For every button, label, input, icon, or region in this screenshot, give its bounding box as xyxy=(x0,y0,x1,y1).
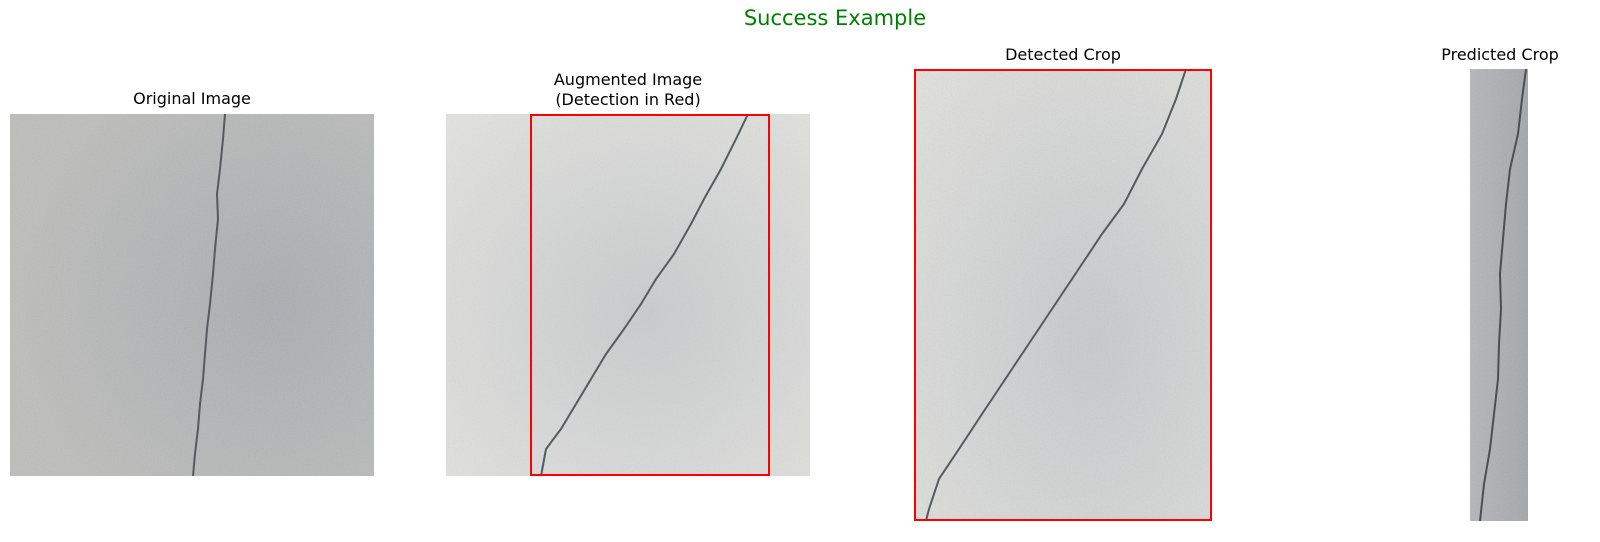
augmented-image xyxy=(446,114,810,476)
detection-box xyxy=(530,114,770,476)
panel-title-augmented: Augmented Image (Detection in Red) xyxy=(553,70,703,109)
detected-crop-border xyxy=(914,69,1212,521)
panel-title-predicted: Predicted Crop xyxy=(1441,45,1559,64)
detected-crop-image xyxy=(914,69,1212,521)
figure-title: Success Example xyxy=(743,6,927,30)
panel-title-detected: Detected Crop xyxy=(1005,45,1121,64)
panel-title-original: Original Image xyxy=(133,89,251,108)
original-image xyxy=(10,114,374,476)
predicted-crop-image xyxy=(1470,69,1528,521)
